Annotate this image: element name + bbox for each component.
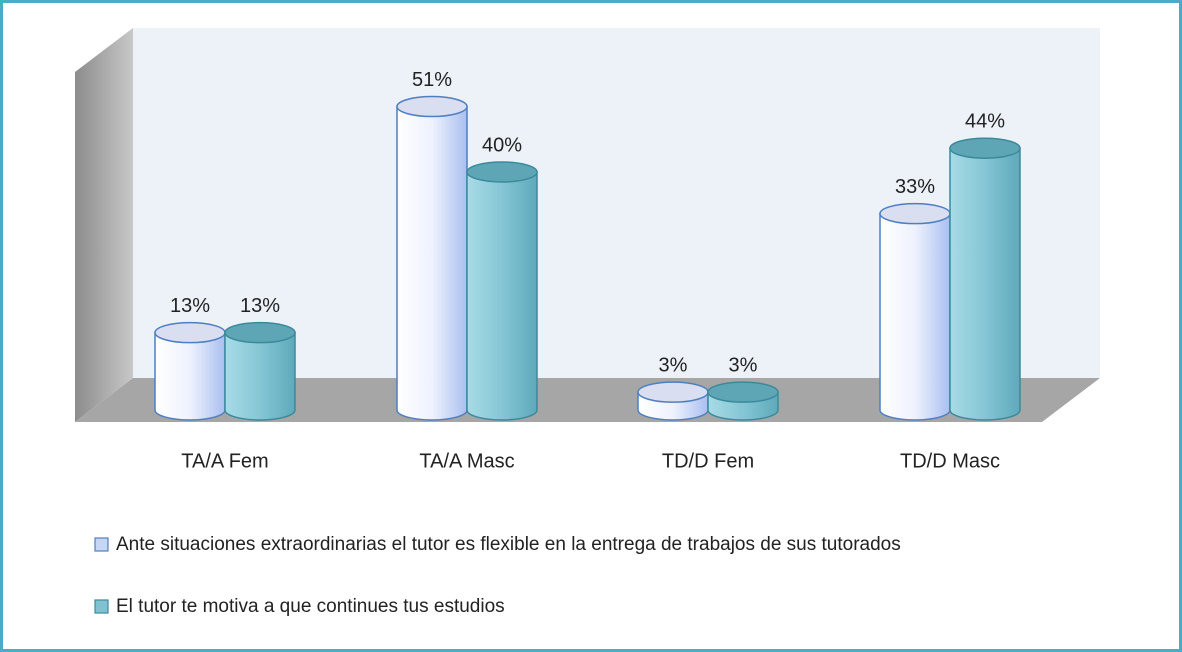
- cylinder: [396, 95, 468, 421]
- cylinder: [466, 161, 538, 421]
- x-tick-label: TA/A Fem: [181, 450, 268, 472]
- value-label: 3%: [659, 354, 688, 376]
- value-label: 3%: [729, 354, 758, 376]
- cylinder-top: [154, 321, 226, 344]
- side-wall: [75, 28, 133, 422]
- cylinder: [637, 381, 709, 421]
- cylinder-top: [879, 202, 951, 225]
- x-tick-label: TD/D Fem: [662, 450, 754, 472]
- cylinder: [949, 137, 1021, 421]
- x-tick-label: TA/A Masc: [419, 450, 514, 472]
- value-label: 40%: [482, 134, 522, 156]
- cylinder-body: [466, 171, 538, 421]
- cylinder: [224, 321, 296, 421]
- cylinder-body: [224, 331, 296, 421]
- value-label: 44%: [965, 110, 1005, 132]
- floor: [75, 378, 1100, 422]
- plot: [154, 95, 1021, 421]
- x-tick-label: TD/D Masc: [900, 450, 1000, 472]
- cylinder-top: [224, 321, 296, 344]
- value-label: 13%: [240, 295, 280, 317]
- value-label: 33%: [895, 176, 935, 198]
- legend-label: Ante situaciones extraordinarias el tuto…: [116, 534, 901, 555]
- cylinder-top: [396, 95, 468, 118]
- cylinder-body: [396, 105, 468, 421]
- value-label: 51%: [412, 69, 452, 91]
- legend-swatch: [94, 599, 109, 614]
- value-label: 13%: [170, 295, 210, 317]
- cylinder-body: [154, 331, 226, 421]
- cylinder-top: [949, 137, 1021, 159]
- cylinder-top: [707, 381, 779, 403]
- cylinder-top: [466, 161, 538, 183]
- cylinder-body: [879, 212, 951, 421]
- legend-swatch: [94, 537, 109, 552]
- legend-label: El tutor te motiva a que continues tus e…: [116, 596, 505, 617]
- cylinder: [154, 321, 226, 421]
- back-wall: [133, 28, 1100, 378]
- cylinder: [707, 381, 779, 421]
- cylinder-body: [949, 147, 1021, 421]
- cylinder: [879, 202, 951, 421]
- cylinder-top: [637, 381, 709, 403]
